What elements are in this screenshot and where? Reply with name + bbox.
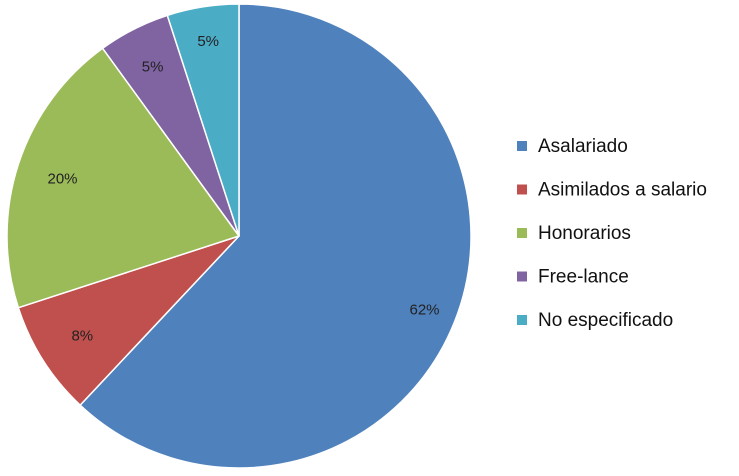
data-label-free-lance: 5%: [142, 59, 164, 76]
pie-slice-honorarios: [6, 47, 241, 309]
legend-swatch-asalariado: [517, 141, 527, 151]
data-label-honorarios: 20%: [47, 171, 77, 188]
legend-label-honorarios: Honorarios: [538, 223, 631, 244]
legend-swatch-free-lance: [517, 271, 527, 282]
legend-label-asalariado: Asalariado: [538, 136, 628, 157]
pie-data-labels: 62% 8% 20% 5% 5%: [47, 33, 439, 344]
pie-slice-asimilados-a-salario: [17, 235, 240, 407]
legend-swatch-honorarios: [517, 228, 527, 238]
legend-label-asimilados-a-salario: Asimilados a salario: [538, 180, 707, 201]
data-label-asalariado: 62%: [409, 301, 439, 318]
legend-label-no-especificado: No especificado: [538, 310, 673, 331]
legend-label-free-lance: Free-lance: [538, 267, 629, 288]
pie-slice-no-especificado: [166, 3, 240, 237]
legend: Asalariado Asimilados a salario Honorarios…: [517, 136, 707, 331]
pie-slices: [6, 3, 472, 469]
pie-slice-asalariado: [79, 3, 472, 469]
legend-swatch-asimilados-a-salario: [517, 184, 527, 195]
data-label-asimilados-a-salario: 8%: [71, 327, 93, 344]
data-label-no-especificado: 5%: [197, 33, 219, 50]
legend-swatch-no-especificado: [517, 315, 527, 325]
